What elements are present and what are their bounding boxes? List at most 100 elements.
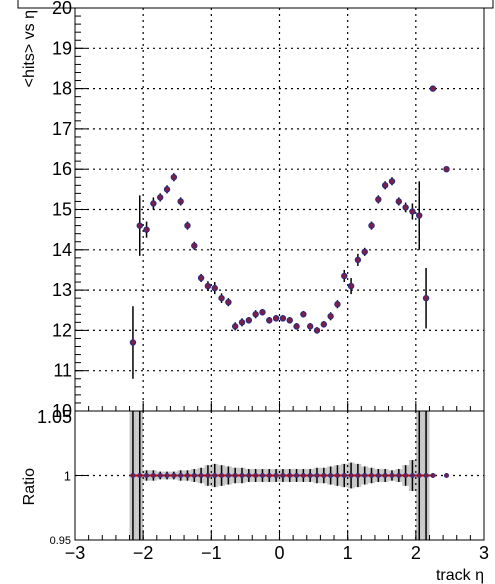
ratio-data-point bbox=[184, 472, 190, 478]
ratio-data-point bbox=[300, 472, 306, 478]
ratio-data-point bbox=[362, 472, 368, 478]
top-panel-tick-labels: 10 11 12 13 14 15 16 17 18 19 20 bbox=[52, 0, 72, 421]
top-data-point bbox=[388, 178, 396, 185]
top-data-point bbox=[320, 321, 328, 328]
top-data-point bbox=[252, 311, 259, 318]
ratio-data-point bbox=[225, 472, 231, 478]
top-y-tick-label: 16 bbox=[52, 159, 72, 179]
ratio-data-point bbox=[396, 472, 402, 478]
top-data-point bbox=[395, 198, 402, 205]
ratio-x-tick-label: 0 bbox=[274, 543, 284, 563]
top-data-point bbox=[306, 323, 314, 330]
ratio-data-point bbox=[328, 472, 334, 478]
ratio-data-point bbox=[198, 472, 204, 478]
top-data-point bbox=[177, 198, 184, 205]
top-data-point bbox=[402, 204, 409, 211]
ratio-data-point bbox=[232, 472, 238, 478]
top-data-point bbox=[354, 256, 362, 264]
ratio-data-point bbox=[423, 472, 429, 478]
top-data-point bbox=[361, 248, 368, 256]
top-data-point bbox=[225, 298, 232, 306]
ratio-data-point bbox=[253, 472, 259, 478]
top-data-point bbox=[163, 186, 171, 193]
ratio-x-tick-label: 3 bbox=[479, 543, 489, 563]
ratio-data-point bbox=[307, 472, 313, 478]
ratio-data-point bbox=[294, 472, 300, 478]
ratio-data-point bbox=[341, 472, 347, 478]
top-data-point bbox=[300, 311, 307, 318]
ratio-data-point bbox=[266, 472, 272, 478]
top-panel-data-points bbox=[129, 85, 450, 379]
ratio-data-point bbox=[389, 472, 395, 478]
ratio-panel-tick-labels: −3 −2 −1 0 1 2 3 0.95 1 1.05 bbox=[37, 407, 489, 563]
top-data-point bbox=[231, 323, 239, 330]
top-data-point bbox=[218, 294, 225, 302]
top-y-tick-label: 14 bbox=[52, 240, 72, 260]
ratio-data-point bbox=[382, 472, 388, 478]
ratio-data-point bbox=[137, 472, 143, 478]
top-data-point bbox=[266, 317, 273, 324]
top-data-point bbox=[204, 282, 212, 290]
top-y-tick-label: 15 bbox=[52, 200, 72, 220]
ratio-data-point bbox=[375, 472, 381, 478]
top-y-tick-label: 10 bbox=[52, 401, 72, 421]
top-y-tick-label: 11 bbox=[53, 361, 72, 381]
ratio-x-tick-label: 2 bbox=[411, 543, 421, 563]
ratio-data-point bbox=[321, 472, 327, 478]
top-data-point bbox=[375, 196, 382, 203]
ratio-panel: −3 −2 −1 0 1 2 3 0.95 1 1.05 Ratio track η bbox=[21, 407, 489, 584]
top-panel-ticks bbox=[74, 7, 485, 412]
ratio-data-point bbox=[164, 472, 170, 478]
top-data-point bbox=[279, 315, 287, 322]
top-data-point bbox=[150, 200, 157, 207]
top-data-point bbox=[313, 327, 321, 334]
top-y-tick-label: 13 bbox=[52, 280, 72, 300]
top-data-point bbox=[184, 222, 191, 229]
ratio-data-point bbox=[239, 472, 245, 478]
top-data-point bbox=[368, 222, 375, 229]
top-data-point bbox=[197, 274, 205, 282]
top-data-point bbox=[170, 174, 178, 181]
top-data-point bbox=[143, 226, 150, 233]
top-data-point bbox=[327, 313, 334, 320]
ratio-y-top-tick-label: 1.05 bbox=[37, 407, 72, 427]
ratio-data-point bbox=[171, 472, 177, 478]
top-data-point bbox=[416, 212, 423, 219]
ratio-data-point bbox=[259, 472, 265, 478]
ratio-data-point bbox=[150, 472, 156, 478]
top-data-point bbox=[272, 315, 280, 322]
ratio-data-point bbox=[355, 472, 361, 478]
ratio-data-point bbox=[369, 472, 375, 478]
ratio-data-point bbox=[287, 472, 293, 478]
ratio-panel-x-axis-label: track η bbox=[436, 567, 484, 584]
top-panel-grid bbox=[75, 8, 484, 411]
top-data-point bbox=[238, 319, 246, 326]
top-data-point bbox=[381, 182, 389, 189]
ratio-x-tick-label: 1 bbox=[343, 543, 353, 563]
ratio-y-tick-label: 0.95 bbox=[50, 535, 71, 547]
top-y-tick-label: 20 bbox=[52, 0, 72, 18]
legend-box-edge bbox=[17, 0, 494, 9]
top-data-point bbox=[259, 309, 266, 316]
ratio-data-point bbox=[444, 472, 450, 478]
top-data-point bbox=[286, 317, 293, 324]
top-data-point bbox=[129, 339, 137, 346]
ratio-data-point bbox=[178, 472, 184, 478]
ratio-data-point bbox=[403, 472, 409, 478]
ratio-x-tick-label: −3 bbox=[65, 543, 86, 563]
top-data-point bbox=[429, 85, 437, 92]
ratio-panel-ticks bbox=[74, 475, 485, 541]
ratio-data-point bbox=[273, 472, 279, 478]
ratio-data-point bbox=[314, 472, 320, 478]
ratio-data-point bbox=[191, 472, 197, 478]
top-data-point bbox=[422, 294, 430, 302]
top-y-tick-label: 17 bbox=[52, 119, 72, 139]
top-data-point bbox=[341, 272, 348, 280]
ratio-data-point bbox=[205, 472, 211, 478]
ratio-data-point bbox=[430, 472, 436, 478]
top-data-point bbox=[245, 317, 253, 324]
top-data-point bbox=[136, 222, 143, 229]
ratio-data-point bbox=[416, 472, 422, 478]
ratio-x-tick-label: −2 bbox=[133, 543, 154, 563]
ratio-data-point bbox=[130, 472, 136, 478]
